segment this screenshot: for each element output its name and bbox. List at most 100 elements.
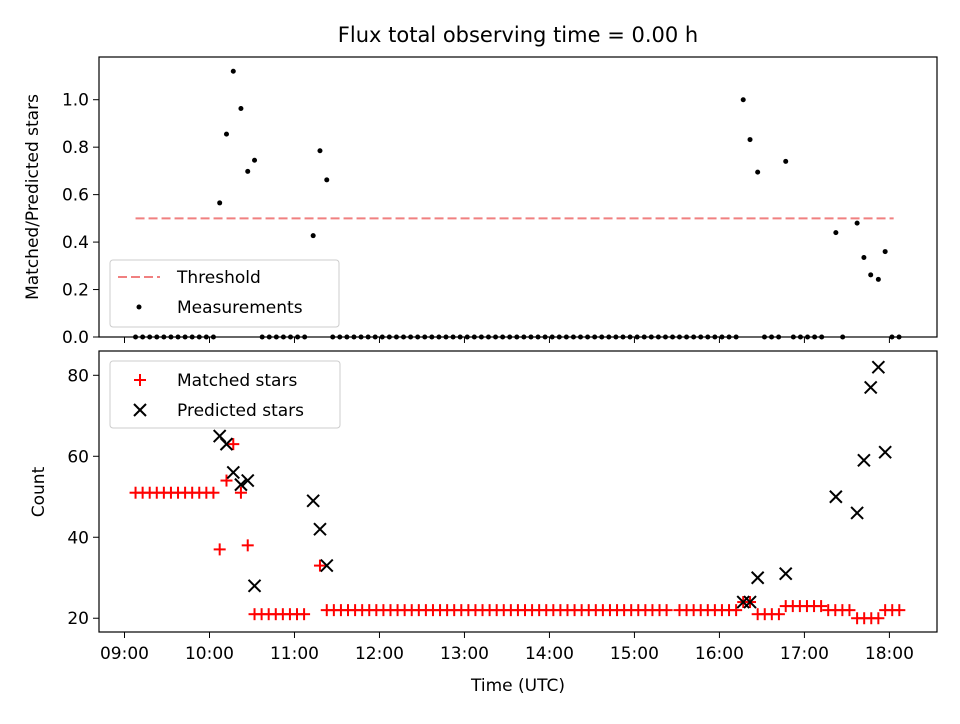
- predicted-star-point: [871, 360, 886, 374]
- measurement-point: [223, 131, 229, 137]
- bottom-plot-area: [129, 360, 906, 625]
- matched-star-point: [234, 486, 247, 499]
- bottom-legend-box: [109, 360, 341, 429]
- predicted-star-b: [779, 566, 793, 581]
- predicted-star-point: [850, 506, 864, 520]
- legend-measurements-swatch: [136, 304, 142, 310]
- x-tick-label: 16:00: [695, 644, 744, 664]
- predicted-star-point: [857, 453, 871, 468]
- bottom-y-tick-label: 80: [67, 366, 89, 386]
- top-y-ticks: 0.0 0.2 0.4 0.6 0.8 1.0: [62, 91, 99, 348]
- predicted-star-point: [750, 571, 765, 585]
- measurement-point: [868, 272, 874, 278]
- legend-threshold-label: Threshold: [176, 268, 261, 288]
- matched-star-point: [872, 612, 885, 625]
- matched-star-point: [220, 474, 233, 487]
- predicted-star-point: [743, 595, 757, 609]
- measurement-point: [875, 276, 881, 282]
- matched-star-point: [313, 559, 326, 572]
- bottom-y-ticks: 20 40 60 80: [67, 366, 99, 629]
- predicted-star-b: [219, 437, 234, 451]
- predicted-star-point: [829, 490, 843, 504]
- predicted-star-b: [226, 465, 240, 480]
- matched-star-point: [227, 438, 240, 451]
- predicted-star-b: [320, 558, 334, 573]
- x-tick-label: 13:00: [440, 644, 489, 664]
- measurement-point: [245, 168, 251, 174]
- predicted-star-b: [750, 571, 765, 585]
- top-y-tick-label: 0.6: [62, 186, 89, 206]
- measurement-point: [861, 255, 867, 261]
- bottom-x-ticks: 09:00 10:00 11:00 12:00 13:00 14:00 15:00 16:00…: [100, 632, 914, 664]
- measurement-point: [238, 105, 244, 111]
- bottom-y-tick-label: 60: [67, 447, 89, 467]
- measurement-point: [747, 137, 753, 143]
- x-tick-label: 17:00: [780, 644, 829, 664]
- measurement-point: [783, 158, 789, 164]
- predicted-star-point: [878, 445, 892, 459]
- measurement-point: [230, 68, 236, 74]
- predicted-star-b: [871, 360, 886, 374]
- predicted-star-point: [234, 477, 248, 492]
- x-axis-label: Time (UTC): [470, 676, 565, 696]
- measurement-point: [755, 169, 761, 175]
- top-axes-frame: [98, 56, 938, 338]
- top-panel: 0.0 0.2 0.4 0.6 0.8 1.0 Matched/Predicted sta…: [23, 56, 938, 348]
- bottom-y-axis-label: Count: [29, 466, 49, 517]
- top-y-tick-label: 0.8: [62, 138, 89, 158]
- legend-predicted-swatch: [133, 403, 147, 417]
- bottom-axes-frame: [98, 350, 938, 633]
- predicted-star-b: [878, 445, 892, 459]
- measurement-point: [317, 148, 323, 154]
- legend-predicted-label: Predicted stars: [177, 401, 304, 421]
- predicted-star-b: [313, 522, 327, 536]
- x-tick-label: 11:00: [270, 644, 319, 664]
- predicted-star-point: [241, 473, 255, 488]
- predicted-star-point: [320, 558, 334, 573]
- x-tick-label: 10:00: [185, 644, 234, 664]
- predicted-star-b: [247, 579, 262, 593]
- chart-title: Flux total observing time = 0.00 h: [338, 23, 698, 47]
- predicted-star-b: [212, 429, 227, 443]
- top-y-tick-label: 0.4: [62, 233, 89, 253]
- measurement-point: [833, 230, 839, 236]
- matched-star-point: [815, 600, 828, 613]
- measurement-point: [252, 157, 258, 163]
- bottom-legend: Matched stars Predicted stars: [109, 360, 341, 429]
- top-legend: Threshold Measurements: [109, 259, 340, 328]
- x-tick-label: 14:00: [525, 644, 574, 664]
- predicted-star-b: [743, 595, 757, 609]
- matched-star-point: [660, 604, 673, 617]
- predicted-star-point: [219, 437, 234, 451]
- matched-star-point: [893, 604, 906, 617]
- top-legend-box: [109, 259, 340, 328]
- predicted-star-b: [234, 477, 248, 492]
- legend-measurements-label: Measurements: [177, 298, 303, 318]
- matched-star-point: [843, 604, 856, 617]
- predicted-star-b: [241, 473, 255, 488]
- legend-matched-label: Matched stars: [177, 371, 297, 391]
- predicted-star-point: [313, 522, 327, 536]
- predicted-star-point: [247, 579, 262, 593]
- predicted-star-b: [864, 380, 878, 395]
- matched-star-point: [298, 608, 311, 621]
- legend-matched-swatch: [134, 374, 146, 386]
- matched-star-point: [213, 543, 226, 556]
- x-tick-label: 09:00: [100, 644, 149, 664]
- predicted-star-point: [779, 566, 793, 581]
- predicted-star-point: [864, 380, 878, 395]
- measurement-point: [324, 177, 330, 183]
- top-y-tick-label: 0.2: [62, 281, 89, 301]
- bottom-y-tick-label: 20: [67, 609, 89, 629]
- predicted-star-point: [226, 465, 240, 480]
- predicted-star-b: [857, 453, 871, 468]
- top-x-ticks: [123, 337, 890, 343]
- top-y-axis-label: Matched/Predicted stars: [23, 94, 43, 300]
- predicted-star-b: [306, 494, 320, 508]
- bottom-panel: 20 40 60 80 09:00 10:00 11:00 12:00 13:00 14:00 1…: [29, 350, 938, 696]
- measurement-point: [882, 249, 888, 255]
- predicted-star-point: [306, 494, 320, 508]
- measurement-point: [740, 97, 746, 103]
- top-y-tick-label: 1.0: [62, 91, 89, 111]
